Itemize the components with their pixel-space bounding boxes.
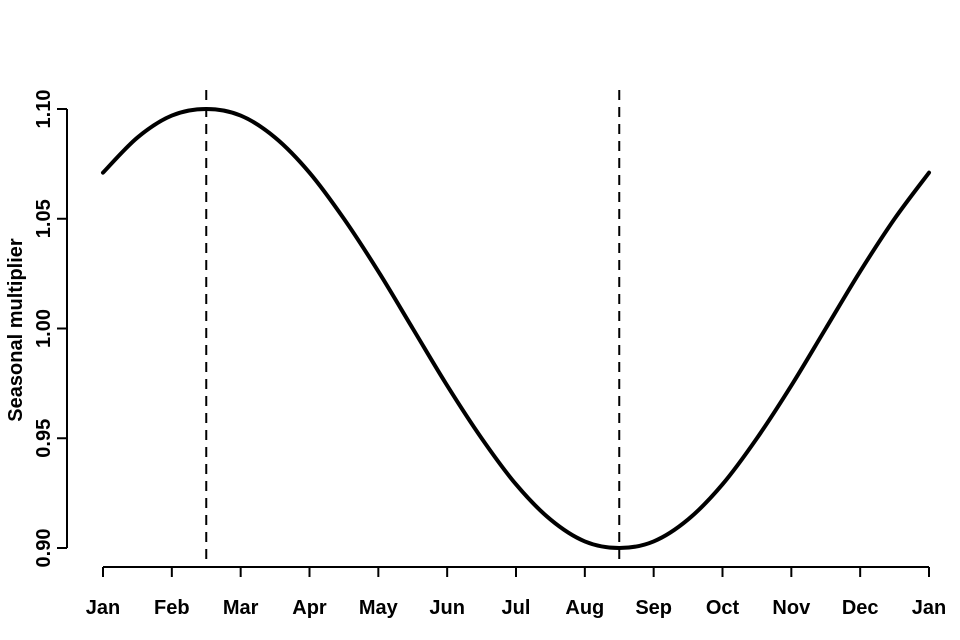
x-tick-label: Jun (429, 597, 465, 619)
x-tick-label: Oct (706, 597, 740, 619)
x-tick-label: Nov (772, 597, 811, 619)
x-axis: Jan Feb Mar Apr May Jun Jul Aug Sep Oct Nov Dec Jan (86, 566, 946, 619)
x-tick-label: Dec (842, 597, 879, 619)
reference-lines (205, 90, 621, 567)
x-tick-label: Apr (292, 597, 327, 619)
x-tick-label: Jan (86, 597, 120, 619)
x-tick-label: Feb (154, 597, 190, 619)
y-axis: 0.90 0.95 1.00 1.05 1.10 (33, 90, 68, 568)
x-tick-label: Jul (502, 597, 531, 619)
y-tick-label: 1.10 (33, 90, 55, 129)
y-tick-label: 1.05 (33, 199, 55, 238)
x-tick-label: Sep (635, 597, 672, 619)
y-tick-label: 0.95 (33, 419, 55, 458)
y-tick-label: 0.90 (33, 529, 55, 568)
x-tick-label: Jan (912, 597, 946, 619)
x-tick-label: Aug (565, 597, 604, 619)
y-tick-label: 1.00 (33, 309, 55, 348)
x-tick-label: May (359, 597, 399, 619)
x-tick-label: Mar (223, 597, 259, 619)
series-layer (101, 106, 931, 551)
series-line-1 (101, 106, 931, 551)
y-axis-title: Seasonal multiplier (5, 238, 27, 422)
